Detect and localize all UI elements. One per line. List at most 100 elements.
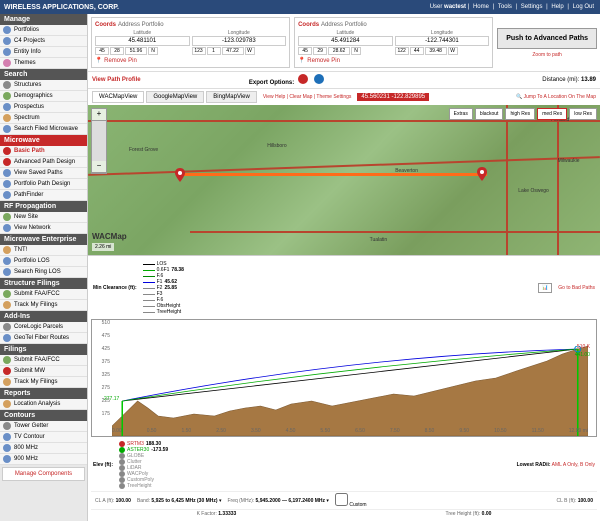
pin-a-icon[interactable] [175,168,185,182]
sidebar-header-add-ins[interactable]: Add-Ins [0,311,87,322]
map-canvas[interactable]: Forest Grove Hillsboro Portland Beaverto… [88,105,600,255]
lon-a[interactable]: -123.029783 [192,36,287,46]
sidebar-item-pathfinder[interactable]: PathFinder [0,190,87,201]
sidebar-item-search-filed-microwave[interactable]: Search Filed Microwave [0,124,87,135]
lat-a[interactable]: 45.481101 [95,36,190,46]
header-links: User wactest | Home | Tools | Settings |… [430,4,596,10]
sidebar-item-view-network[interactable]: View Network [0,223,87,234]
manage-components-link[interactable]: Manage Components [2,467,85,481]
go-bad-paths[interactable]: Go to Bad Paths [558,285,595,291]
home-link[interactable]: Home [473,4,489,10]
lon-a-d[interactable] [192,47,206,55]
tab-bing[interactable]: BingMapView [206,91,257,103]
nav-icon [3,455,11,463]
lat-b-s[interactable] [328,47,350,55]
sidebar-header-manage[interactable]: Manage [0,14,87,25]
sidebar-item-search-ring-los[interactable]: Search Ring LOS [0,267,87,278]
sidebar-item-submit-faa-fcc[interactable]: Submit FAA/FCC [0,355,87,366]
lon-b[interactable]: -122.744301 [395,36,490,46]
remove-pin-b[interactable]: 📍 Remove Pin [298,57,489,64]
sidebar-item-structures[interactable]: Structures [0,80,87,91]
sidebar-item-prospectus[interactable]: Prospectus [0,102,87,113]
sidebar-header-rf-propagation[interactable]: RF Propagation [0,201,87,212]
sidebar-item-900-mhz[interactable]: 900 MHz [0,454,87,465]
map-high-res-button[interactable]: high Res [505,108,535,120]
map-extras-button[interactable]: Extras [449,108,473,120]
lat-b-m[interactable] [313,47,327,55]
tools-link[interactable]: Tools [498,4,512,10]
sidebar-item-tv-contour[interactable]: TV Contour [0,432,87,443]
coords-bar: Coords Address Portfolio Latitude 45.481… [88,14,600,72]
sidebar-header-structure-filings[interactable]: Structure Filings [0,278,87,289]
tab-google[interactable]: GoogleMapView [146,91,204,103]
sidebar-item-advanced-path-design[interactable]: Advanced Path Design [0,157,87,168]
push-advanced-button[interactable]: Push to Advanced Paths [497,28,597,49]
nav-icon [3,367,11,375]
sidebar-item-location-analysis[interactable]: Location Analysis [0,399,87,410]
sidebar-item-themes[interactable]: Themes [0,58,87,69]
custom-checkbox[interactable] [335,493,348,506]
map-med-res-button[interactable]: med Res [537,108,567,120]
sidebar-item-geotel-fiber-routes[interactable]: GeoTel Fiber Routes [0,333,87,344]
sidebar-item-tnt-[interactable]: TNT! [0,245,87,256]
sidebar-item-track-my-filings[interactable]: Track My Filings [0,300,87,311]
sidebar-item-basic-path[interactable]: Basic Path [0,146,87,157]
pin-b-icon[interactable] [477,167,487,181]
sidebar-item-new-site[interactable]: New Site [0,212,87,223]
lat-b-h[interactable] [351,47,361,55]
lon-b-h[interactable] [448,47,458,55]
jump-location-link[interactable]: 🔍 Jump To A Location On The Map [516,94,596,100]
nav-icon [3,400,11,408]
chart-icon[interactable]: 📊 [538,283,552,293]
settings-link[interactable]: Settings [521,4,543,10]
sidebar-item-demographics[interactable]: Demographics [0,91,87,102]
sidebar-item-corelogic-parcels[interactable]: CoreLogic Parcels [0,322,87,333]
sidebar-header-microwave-enterprise[interactable]: Microwave Enterprise [0,234,87,245]
map-blackout-button[interactable]: blackout [475,108,504,120]
lon-a-h[interactable] [245,47,255,55]
zoom-out-button[interactable]: − [92,161,106,173]
sidebar-header-reports[interactable]: Reports [0,388,87,399]
sidebar-item-c4-projects[interactable]: C4 Projects [0,36,87,47]
export-pdf-icon[interactable] [298,74,308,84]
lon-a-s[interactable] [222,47,244,55]
sidebar-item-portfolios[interactable]: Portfolios [0,25,87,36]
sidebar-header-filings[interactable]: Filings [0,344,87,355]
tab-wacmap[interactable]: WACMapView [92,91,144,103]
help-link[interactable]: Help [551,4,563,10]
lat-b[interactable]: 45.491284 [298,36,393,46]
sidebar-item-portfolio-los[interactable]: Portfolio LOS [0,256,87,267]
map-low-res-button[interactable]: low Res [569,108,597,120]
lon-b-d[interactable] [395,47,409,55]
lon-b-m[interactable] [410,47,424,55]
sidebar-header-microwave[interactable]: Microwave [0,135,87,146]
elevation-chart[interactable]: 510475425375325275225175 277.17 510 K 44… [91,319,597,437]
sidebar-item-submit-faa-fcc[interactable]: Submit FAA/FCC [0,289,87,300]
lat-a-h[interactable] [148,47,158,55]
sidebar-header-search[interactable]: Search [0,69,87,80]
lat-a-d[interactable] [95,47,109,55]
zoom-in-button[interactable]: + [92,109,106,121]
export-kml-icon[interactable] [314,74,324,84]
logout-link[interactable]: Log Out [573,4,594,10]
zoom-to-path-link[interactable]: Zoom to path [497,52,597,58]
lat-b-d[interactable] [298,47,312,55]
lon-a-m[interactable] [207,47,221,55]
view-path-profile[interactable]: View Path Profile [92,77,141,83]
sidebar-item-spectrum[interactable]: Spectrum [0,113,87,124]
zoom-slider[interactable] [92,121,106,161]
lat-a-m[interactable] [110,47,124,55]
lat-a-s[interactable] [125,47,147,55]
remove-pin-a[interactable]: 📍 Remove Pin [95,57,286,64]
lon-b-s[interactable] [425,47,447,55]
main-content: Coords Address Portfolio Latitude 45.481… [88,14,600,521]
sidebar-item-portfolio-path-design[interactable]: Portfolio Path Design [0,179,87,190]
sidebar-item-submit-mw[interactable]: Submit MW [0,366,87,377]
sidebar-item-800-mhz[interactable]: 800 MHz [0,443,87,454]
map-links[interactable]: View Help | Clear Map | Theme Settings [263,94,352,100]
sidebar-item-entity-info[interactable]: Entity Info [0,47,87,58]
sidebar-item-track-my-filings[interactable]: Track My Filings [0,377,87,388]
sidebar-header-contours[interactable]: Contours [0,410,87,421]
sidebar-item-tower-getter[interactable]: Tower Getter [0,421,87,432]
sidebar-item-view-saved-paths[interactable]: View Saved Paths [0,168,87,179]
